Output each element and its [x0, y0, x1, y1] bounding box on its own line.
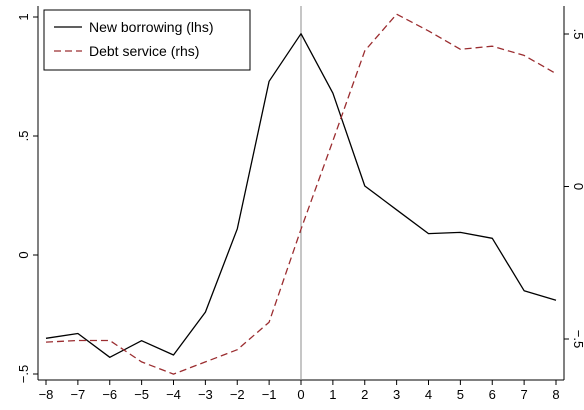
- y-left-tick-label: .5: [16, 131, 31, 142]
- legend: New borrowing (lhs) Debt service (rhs): [43, 9, 251, 71]
- x-tick-label: 1: [329, 387, 336, 402]
- series-line-new-borrowing: [45, 33, 557, 358]
- x-axis-ticks: −8 −7 −6 −5 −4 −3 −2 −1 0 1 2 3 4 5 6 7 8: [39, 380, 560, 402]
- x-tick-label: −2: [230, 387, 245, 402]
- x-tick-label: 6: [489, 387, 496, 402]
- y-right-tick-label: −.5: [571, 330, 584, 348]
- x-tick-label: 7: [521, 387, 528, 402]
- y-right-tick-label: .5: [571, 29, 584, 40]
- x-tick-label: 3: [393, 387, 400, 402]
- legend-label-debt-service: Debt service (rhs): [89, 43, 199, 59]
- legend-box: [43, 9, 251, 71]
- legend-label-new-borrowing: New borrowing (lhs): [89, 19, 213, 35]
- series-layer: [45, 13, 557, 375]
- x-tick-label: −7: [70, 387, 85, 402]
- x-tick-label: 8: [552, 387, 559, 402]
- x-tick-label: 4: [425, 387, 432, 402]
- y-right-tick-label: 0: [571, 183, 584, 190]
- x-tick-label: −6: [102, 387, 117, 402]
- x-tick-label: −5: [134, 387, 149, 402]
- x-tick-label: 0: [297, 387, 304, 402]
- series-line-debt-service: [45, 13, 557, 375]
- y-axis-left-ticks: −.5 0 .5 1: [16, 13, 38, 383]
- x-tick-label: 2: [361, 387, 368, 402]
- x-tick-label: −1: [262, 387, 277, 402]
- y-axis-right-ticks: −.5 0 .5: [564, 29, 584, 348]
- x-tick-label: −3: [198, 387, 213, 402]
- y-left-tick-label: −.5: [16, 365, 31, 383]
- x-tick-label: −8: [39, 387, 54, 402]
- x-tick-label: −4: [166, 387, 181, 402]
- y-left-tick-label: 0: [16, 251, 31, 258]
- x-tick-label: 5: [457, 387, 464, 402]
- y-left-tick-label: 1: [16, 13, 31, 20]
